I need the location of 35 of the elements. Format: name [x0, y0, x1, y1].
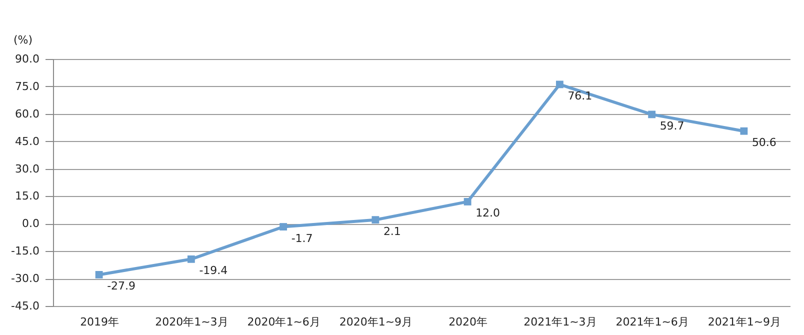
x-tick-label: 2021年1~9月: [708, 316, 782, 328]
y-tick-label: -45.0: [11, 300, 40, 312]
x-tick-label: 2020年1~6月: [247, 316, 320, 328]
point: [372, 216, 380, 224]
data-label: -19.4: [199, 264, 228, 278]
data-label: 12.0: [476, 206, 500, 220]
y-tick-label: 15.0: [15, 190, 40, 203]
x-tick-label: 2021年1~3月: [524, 316, 597, 328]
x-tick-label: 2020年1~3月: [155, 316, 228, 328]
point: [556, 80, 564, 88]
x-tick-label: 2020年: [448, 316, 488, 328]
point: [648, 110, 656, 118]
point: [280, 223, 288, 230]
y-tick-label: 45.0: [15, 134, 40, 148]
point: [95, 271, 103, 278]
y-tick-label: 60.0: [15, 107, 40, 120]
data-label: -1.7: [291, 232, 313, 245]
y-tick-label: 90.0: [15, 52, 40, 66]
x-tick-label: 2020年1~9月: [339, 316, 413, 328]
y-tick-label: -15.0: [11, 244, 40, 258]
y-tick-label: 0.0: [22, 217, 40, 230]
point: [187, 255, 195, 263]
data-label: 76.1: [568, 89, 592, 102]
point: [464, 198, 472, 206]
data-label: -27.9: [107, 280, 136, 293]
y-axis-title: (%): [14, 34, 33, 46]
y-tick-label: 75.0: [15, 80, 40, 93]
x-tick-label: 2021年1~6月: [616, 316, 689, 328]
data-label: 50.6: [752, 136, 776, 150]
y-tick-label: -30.0: [11, 272, 40, 286]
x-tick-label: 2019年: [80, 316, 120, 328]
data-label: 59.7: [660, 119, 684, 132]
y-tick-label: 30.0: [15, 162, 40, 176]
data-label: 2.1: [383, 224, 401, 238]
point: [740, 127, 748, 135]
